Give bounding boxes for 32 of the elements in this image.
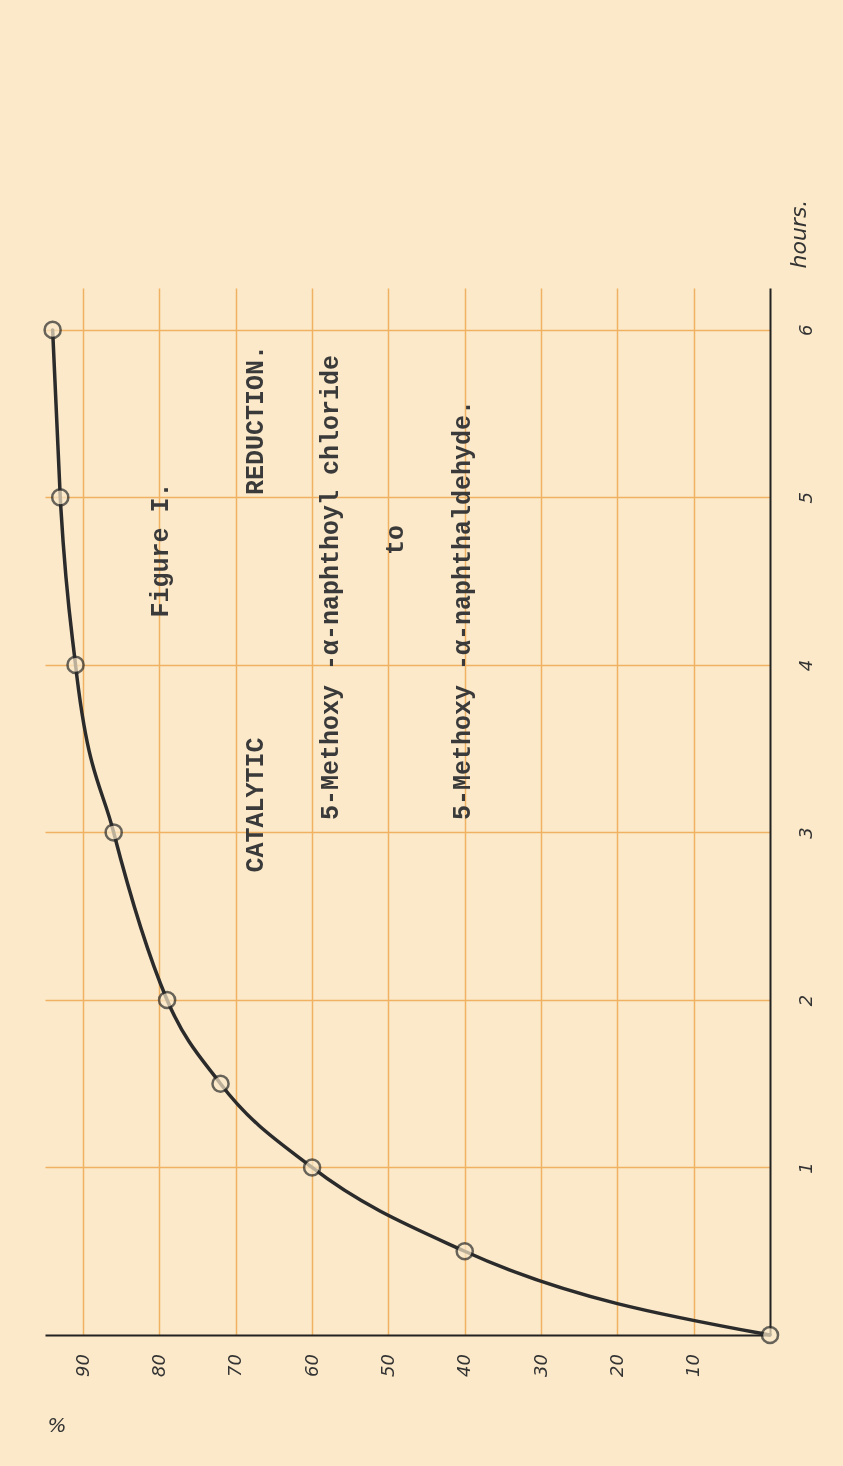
annotation: 5-Methoxy -α-naphthoyl chloride bbox=[317, 354, 346, 820]
x-tick-label: 60 bbox=[300, 1354, 322, 1377]
x-tick-label: 30 bbox=[529, 1354, 551, 1377]
point bbox=[157, 990, 177, 1010]
x-tick-label: 90 bbox=[71, 1354, 93, 1377]
y-axis-title: hours. bbox=[785, 199, 811, 269]
point bbox=[455, 1241, 475, 1261]
x-tick-label: 80 bbox=[147, 1354, 169, 1377]
x-tick-label: 70 bbox=[224, 1354, 246, 1377]
x-tick-label: 10 bbox=[682, 1354, 704, 1377]
annotation: REDUCTION. bbox=[242, 344, 271, 496]
y-tick-label: 2 bbox=[794, 994, 816, 1007]
y-tick-label: 1 bbox=[794, 1162, 816, 1174]
x-axis-title: % bbox=[47, 1412, 67, 1437]
point bbox=[104, 823, 123, 842]
y-tick-label: 5 bbox=[794, 492, 816, 504]
text: Figure I. bbox=[147, 482, 176, 618]
annotation: to bbox=[382, 524, 411, 556]
point bbox=[760, 1325, 780, 1345]
y-tick-label: 4 bbox=[794, 659, 816, 672]
annotation: CATALYTIC bbox=[242, 737, 271, 873]
point bbox=[66, 655, 85, 675]
point bbox=[302, 1158, 322, 1177]
y-tick-label: 3 bbox=[794, 827, 816, 839]
point bbox=[43, 320, 62, 340]
annotation: 5-Methoxy -α-naphthaldehyde. bbox=[449, 399, 478, 820]
x-tick-label: 50 bbox=[376, 1354, 398, 1377]
point bbox=[211, 1074, 230, 1094]
x-tick-label: 20 bbox=[605, 1354, 627, 1377]
y-tick-label: 6 bbox=[794, 324, 816, 337]
point bbox=[50, 488, 70, 507]
x-tick-label: 40 bbox=[453, 1354, 475, 1377]
